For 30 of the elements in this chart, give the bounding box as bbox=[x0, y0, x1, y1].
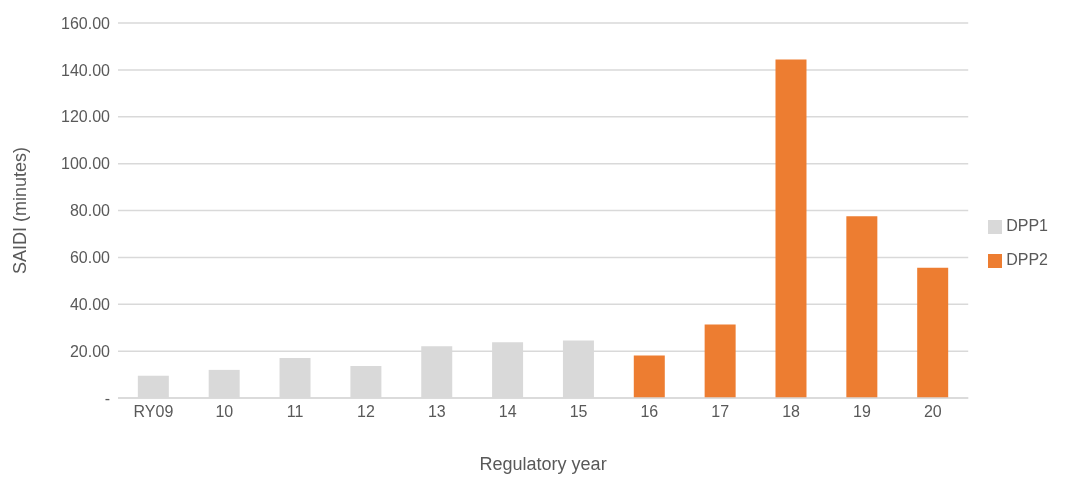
x-tick-label: 13 bbox=[427, 403, 446, 421]
y-tick-label: 120.00 bbox=[61, 108, 111, 126]
y-tick-label: 40.00 bbox=[69, 295, 111, 313]
bar bbox=[846, 216, 878, 398]
bar bbox=[704, 324, 736, 398]
x-tick-label: 19 bbox=[853, 403, 871, 421]
legend-label: DPP1 bbox=[1006, 217, 1048, 234]
bar bbox=[775, 59, 807, 398]
x-tick-label: 17 bbox=[711, 403, 730, 421]
x-tick-label: 16 bbox=[640, 403, 659, 421]
legend-label: DPP2 bbox=[1006, 251, 1048, 268]
bar bbox=[917, 267, 949, 398]
y-tick-label: 100.00 bbox=[61, 155, 111, 173]
y-tick-label: 140.00 bbox=[61, 61, 111, 79]
x-tick-label: 11 bbox=[286, 403, 304, 421]
bar bbox=[633, 355, 665, 398]
y-tick-label: 20.00 bbox=[69, 342, 111, 360]
x-tick-label: 12 bbox=[357, 403, 375, 421]
y-tick-label: - bbox=[104, 389, 110, 407]
x-axis-title: Regulatory year bbox=[479, 454, 607, 474]
x-tick-label: 15 bbox=[569, 403, 588, 421]
y-tick-label: 80.00 bbox=[69, 202, 111, 220]
x-tick-label: 20 bbox=[923, 403, 942, 421]
y-tick-label: 60.00 bbox=[69, 249, 111, 267]
y-tick-label: 160.00 bbox=[61, 14, 111, 32]
x-tick-label: 10 bbox=[215, 403, 234, 421]
x-tick-label: 18 bbox=[782, 403, 801, 421]
x-tick-label: 14 bbox=[498, 403, 517, 421]
x-tick-label: RY09 bbox=[133, 403, 174, 421]
y-axis-title: SAIDI (minutes) bbox=[10, 146, 31, 275]
